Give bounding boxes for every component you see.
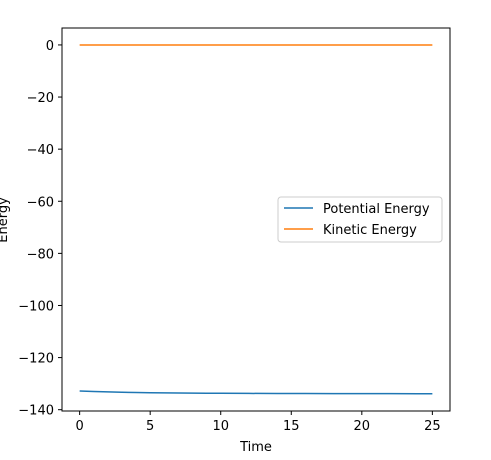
x-tick-label: 10	[212, 419, 229, 434]
x-tick-label: 15	[283, 419, 300, 434]
legend-box	[277, 196, 443, 243]
legend-label-kinetic-energy: Kinetic Energy	[323, 223, 417, 238]
x-tick-label: 0	[75, 419, 83, 434]
y-tick-label: −80	[27, 247, 54, 262]
y-tick-label: −100	[18, 299, 54, 314]
y-tick-label: −40	[27, 143, 54, 158]
y-tick-label: 0	[46, 39, 54, 54]
y-tick-label: −60	[27, 195, 54, 210]
x-tick-label: 20	[354, 419, 371, 434]
x-tick-label: 5	[146, 419, 154, 434]
plot-area	[79, 44, 433, 395]
y-tick-label: −120	[18, 352, 54, 367]
y-axis: 0 −20 −40 −60 −80 −100 −120 −140	[18, 39, 62, 419]
y-axis-label: Energy	[0, 197, 11, 243]
legend: Potential Energy Kinetic Energy	[277, 196, 443, 243]
series-line-potential-energy	[79, 390, 433, 395]
plot-frame	[61, 27, 451, 412]
y-tick-label: −20	[27, 91, 54, 106]
x-axis: 0 5 10 15 20 25	[75, 411, 441, 434]
x-axis-label: Time	[239, 440, 272, 455]
legend-label-potential-energy: Potential Energy	[323, 202, 430, 217]
x-tick-label: 25	[424, 419, 441, 434]
y-tick-label: −140	[18, 404, 54, 419]
